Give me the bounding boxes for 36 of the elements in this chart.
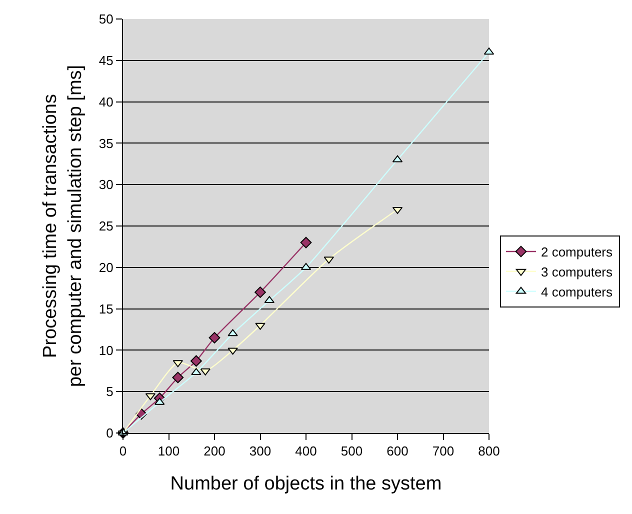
y-axis-title: Processing time of transactions per computer and simulation step [ms]	[40, 64, 86, 388]
point	[190, 355, 202, 367]
x-tick-label: 600	[386, 444, 408, 459]
y-tick-label: 25	[98, 218, 114, 234]
x-tick-label: 0	[119, 444, 127, 459]
legend-label: 2 computers	[540, 244, 614, 260]
point	[254, 286, 266, 298]
point	[200, 368, 210, 376]
point	[324, 256, 334, 264]
x-tick-label: 100	[158, 444, 180, 459]
legend-label: 4 computers	[540, 284, 614, 300]
y-tick-label: 50	[98, 12, 114, 27]
x-axis-title: Number of objects in the system	[170, 473, 442, 494]
x-tick-label: 400	[295, 444, 317, 459]
y-tick-label: 40	[98, 94, 114, 110]
y-tick-label: 20	[98, 260, 114, 275]
legend-label: 3 computers	[540, 264, 614, 280]
y-tick-label: 10	[98, 342, 114, 358]
point	[228, 329, 238, 336]
x-tick-label: 800	[478, 444, 500, 459]
point	[172, 372, 184, 384]
point	[191, 368, 202, 376]
y-tick-label: 5	[106, 384, 114, 400]
y-tick-label: 15	[98, 301, 114, 316]
x-tick-label: 200	[204, 444, 226, 459]
y-tick-label: 0	[106, 426, 114, 441]
x-tick-label: 500	[340, 444, 363, 459]
y-tick-label: 30	[98, 177, 114, 192]
point	[208, 332, 220, 344]
point	[255, 322, 266, 330]
x-tick-label: 700	[432, 444, 454, 459]
point	[300, 236, 312, 248]
y-tick-label: 35	[98, 136, 114, 151]
point	[228, 348, 238, 355]
y-tick-label: 45	[98, 52, 114, 68]
x-tick-label: 300	[249, 444, 272, 459]
